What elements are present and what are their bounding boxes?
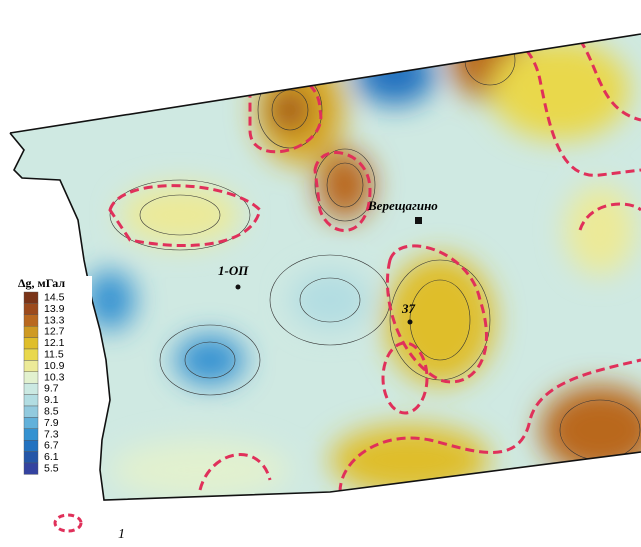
legend-symbol <box>55 515 81 531</box>
color-swatch <box>24 463 38 474</box>
colorbar-label: 10.9 <box>44 360 65 372</box>
color-swatch <box>24 440 38 451</box>
colorbar-label: 12.7 <box>44 326 65 338</box>
place-label: 37 <box>401 301 416 316</box>
town-marker <box>415 217 422 224</box>
color-swatch <box>24 452 38 463</box>
colorbar-label: 9.1 <box>44 394 59 406</box>
color-swatch <box>24 315 38 326</box>
colorbar-label: 10.3 <box>44 371 65 383</box>
legend-label: 1 <box>118 527 125 542</box>
colorbar-label: 13.3 <box>44 314 65 326</box>
color-swatch <box>24 417 38 428</box>
colorbar-label: 8.5 <box>44 405 59 417</box>
well-marker <box>408 320 413 325</box>
color-swatch <box>24 383 38 394</box>
color-swatch <box>24 349 38 360</box>
colorbar-label: 5.5 <box>44 462 59 474</box>
well-marker <box>236 285 241 290</box>
colorbar-label: 13.9 <box>44 303 65 315</box>
colorbar-label: 7.9 <box>44 417 59 429</box>
map: Верещагино 1-ОП 37 Δg, мГал 14.513.913.3… <box>0 0 641 547</box>
place-label: Верещагино <box>367 198 438 213</box>
colorbar-label: 7.3 <box>44 428 59 440</box>
colorbar-label: 14.5 <box>44 291 65 303</box>
place-label: 1-ОП <box>218 263 249 278</box>
color-swatch <box>24 338 38 349</box>
color-swatch <box>24 372 38 383</box>
color-swatch <box>24 395 38 406</box>
colorbar-label: 9.7 <box>44 383 59 395</box>
colorbar-label: 6.1 <box>44 451 59 463</box>
colorbar-title: Δg, мГал <box>18 276 65 290</box>
colorbar-label: 12.1 <box>44 337 65 349</box>
color-swatch <box>24 429 38 440</box>
color-swatch <box>24 326 38 337</box>
color-swatch <box>24 406 38 417</box>
colorbar: 14.513.913.312.712.111.510.910.39.79.18.… <box>24 291 65 474</box>
color-swatch <box>24 360 38 371</box>
colorbar-label: 11.5 <box>44 348 64 360</box>
colorbar-label: 6.7 <box>44 440 59 452</box>
color-swatch <box>24 292 38 303</box>
color-swatch <box>24 303 38 314</box>
